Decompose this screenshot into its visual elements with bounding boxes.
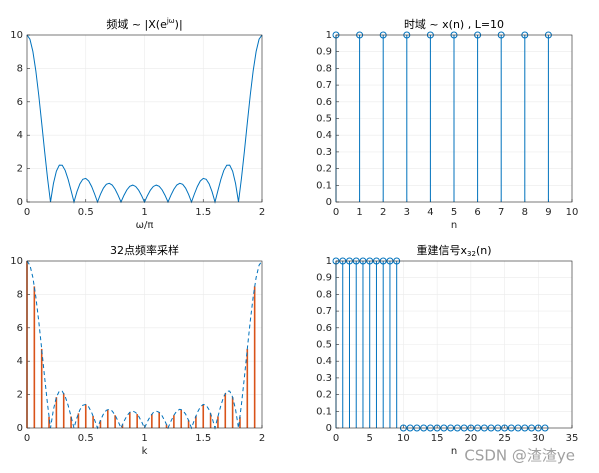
y-tick-label: 0.8 <box>316 63 332 74</box>
title-part: 32 <box>467 250 476 258</box>
y-tick-label: 10 <box>10 256 23 267</box>
chart-title: 重建信号x32(n) <box>417 243 492 258</box>
x-tick-label: 0 <box>333 207 339 218</box>
x-tick-label: 5 <box>451 207 457 218</box>
x-tick-label: 6 <box>474 207 480 218</box>
x-tick-label: 20 <box>464 433 477 444</box>
x-tick-label: 0 <box>24 433 30 444</box>
x-tick-label: 8 <box>522 207 528 218</box>
x-axis-label: n <box>451 446 457 457</box>
y-tick-label: 0.6 <box>316 323 332 334</box>
y-tick-label: 0 <box>326 423 332 434</box>
y-tick-label: 4 <box>17 130 23 141</box>
x-tick-label: 1.5 <box>195 433 211 444</box>
subplot: 0 0.5 1 1.5 2 0 2 4 6 8 10 32点频率采样 k <box>10 243 265 457</box>
axes-frame <box>335 34 573 203</box>
y-tick-label: 0.9 <box>316 273 332 284</box>
x-axis-label: n <box>451 220 457 231</box>
title-part: 重建信号x <box>417 243 468 257</box>
y-tick-label: 0.4 <box>316 356 332 367</box>
y-tick-label: 0.9 <box>316 47 332 58</box>
x-axis-label: ω/π <box>136 220 154 231</box>
y-tick-label: 0.1 <box>316 180 332 191</box>
y-tick-label: 0.1 <box>316 406 332 417</box>
y-tick-label: 4 <box>17 356 23 367</box>
x-tick-label: 15 <box>431 433 444 444</box>
x-tick-label: 2 <box>259 433 265 444</box>
subplot: 0 5 10 15 20 25 30 35 0 0.1 0.2 0.3 0.4 0.5 0.6 0.7 0.8 0… <box>316 243 578 457</box>
y-tick-label: 0.4 <box>316 130 332 141</box>
x-tick-label: 2 <box>259 207 265 218</box>
y-tick-label: 0.5 <box>316 340 332 351</box>
title-part: 时域 ~ x(n) , L=10 <box>404 18 504 31</box>
y-tick-label: 0.3 <box>316 147 332 158</box>
title-part: (n) <box>476 244 492 257</box>
x-tick-label: 0 <box>333 433 339 444</box>
subplot: 0 1 2 3 4 5 6 7 8 9 10 0 0.1 0.2 0.3 0.4 0.5 0.6 0.7 0.8 0.9… <box>316 18 578 231</box>
chart-title: 时域 ~ x(n) , L=10 <box>404 18 504 31</box>
y-tick-label: 0.5 <box>316 114 332 125</box>
x-tick-label: 9 <box>545 207 551 218</box>
y-tick-label: 10 <box>10 30 23 41</box>
subplot: 0 0.5 1 1.5 2 0 2 4 6 8 10 频域 ~ |X(ejω)| ω/π <box>10 17 265 231</box>
axes-frame <box>335 260 573 429</box>
x-tick-label: 0.5 <box>78 433 94 444</box>
x-tick-label: 7 <box>498 207 504 218</box>
x-tick-label: 5 <box>367 433 373 444</box>
y-tick-label: 0 <box>17 197 23 208</box>
title-part: 频域 ~ |X(e <box>106 17 167 31</box>
y-tick-label: 0 <box>17 423 23 434</box>
x-tick-label: 1 <box>356 207 362 218</box>
x-tick-label: 1 <box>141 207 147 218</box>
y-tick-label: 0.8 <box>316 289 332 300</box>
x-tick-label: 25 <box>498 433 511 444</box>
y-tick-label: 2 <box>17 390 23 401</box>
x-tick-label: 3 <box>404 207 410 218</box>
x-tick-label: 1 <box>141 433 147 444</box>
chart-title: 32点频率采样 <box>110 243 179 257</box>
y-tick-label: 8 <box>17 289 23 300</box>
x-tick-label: 30 <box>532 433 545 444</box>
y-tick-label: 2 <box>17 164 23 175</box>
x-tick-label: 1.5 <box>195 207 211 218</box>
y-tick-label: 8 <box>17 63 23 74</box>
x-tick-label: 35 <box>566 433 579 444</box>
x-tick-label: 2 <box>380 207 386 218</box>
y-tick-label: 1 <box>326 256 332 267</box>
data-line <box>26 260 263 430</box>
x-tick-label: 4 <box>427 207 433 218</box>
title-part: jω <box>166 17 175 25</box>
y-tick-label: 0.2 <box>316 164 332 175</box>
y-tick-label: 0 <box>326 197 332 208</box>
x-tick-label: 10 <box>566 207 579 218</box>
y-tick-label: 6 <box>17 97 23 108</box>
x-axis-label: k <box>142 446 148 457</box>
x-tick-label: 0 <box>24 207 30 218</box>
x-tick-label: 10 <box>397 433 410 444</box>
chart-title: 频域 ~ |X(ejω)| <box>106 17 182 31</box>
x-tick-label: 0.5 <box>78 207 94 218</box>
y-tick-label: 0.2 <box>316 390 332 401</box>
title-part: )| <box>175 18 183 31</box>
y-tick-label: 1 <box>326 30 332 41</box>
y-tick-label: 0.7 <box>316 80 332 91</box>
axes-frame <box>26 34 263 203</box>
watermark: CSDN @渣渣ye <box>464 447 575 465</box>
title-part: 32点频率采样 <box>110 243 179 257</box>
y-tick-label: 0.7 <box>316 306 332 317</box>
y-tick-label: 0.3 <box>316 373 332 384</box>
y-tick-label: 0.6 <box>316 97 332 108</box>
axes-frame <box>26 260 263 429</box>
y-tick-label: 6 <box>17 323 23 334</box>
